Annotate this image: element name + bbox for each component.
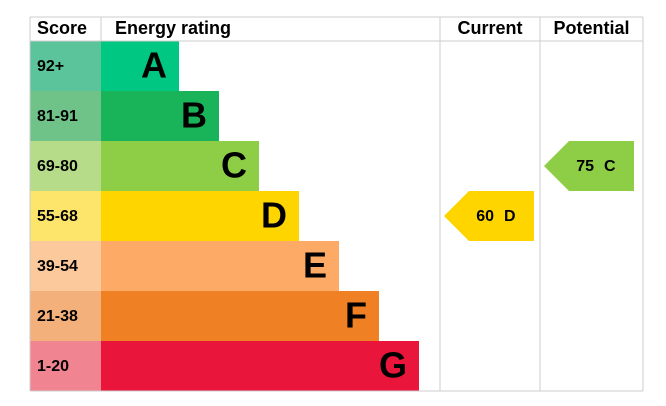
rating-letter: E xyxy=(303,245,327,286)
score-cell xyxy=(30,341,101,391)
potential-letter: C xyxy=(604,158,616,175)
score-label: 81-91 xyxy=(37,108,78,125)
rating-letter: D xyxy=(261,195,287,236)
rating-letter: G xyxy=(379,345,407,386)
score-cell xyxy=(30,41,101,91)
header-score: Score xyxy=(37,18,87,38)
potential-arrow xyxy=(544,141,634,191)
rating-letter: B xyxy=(181,95,207,136)
header-rating: Energy rating xyxy=(115,18,231,38)
rating-letter: C xyxy=(221,145,247,186)
score-label: 1-20 xyxy=(37,358,69,375)
rating-bar xyxy=(101,241,339,291)
current-letter: D xyxy=(504,208,516,225)
score-label: 21-38 xyxy=(37,308,78,325)
header-potential: Potential xyxy=(553,18,629,38)
score-label: 39-54 xyxy=(37,258,78,275)
score-cell xyxy=(30,91,101,141)
rating-bar xyxy=(101,91,219,141)
rating-bar xyxy=(101,291,379,341)
score-label: 92+ xyxy=(37,58,64,75)
score-label: 55-68 xyxy=(37,208,78,225)
current-arrow xyxy=(444,191,534,241)
score-cell xyxy=(30,141,101,191)
rating-bar xyxy=(101,341,419,391)
score-label: 69-80 xyxy=(37,158,78,175)
score-cell xyxy=(30,241,101,291)
rating-bar xyxy=(101,41,179,91)
rating-letter: F xyxy=(345,295,367,336)
score-cell xyxy=(30,291,101,341)
score-cell xyxy=(30,191,101,241)
rating-letter: A xyxy=(141,45,167,86)
header-current: Current xyxy=(457,18,522,38)
potential-value: 75 xyxy=(576,158,594,175)
current-value: 60 xyxy=(476,208,494,225)
rating-bar xyxy=(101,191,299,241)
rating-bar xyxy=(101,141,259,191)
